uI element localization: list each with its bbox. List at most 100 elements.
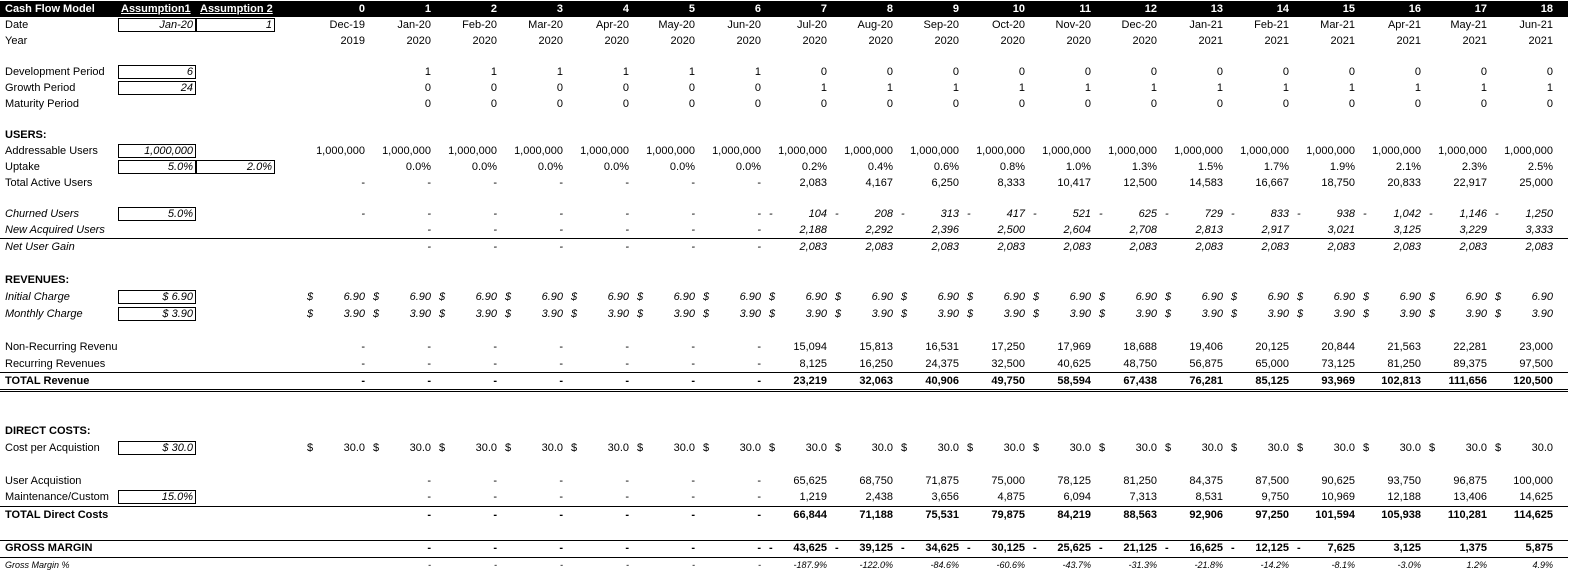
- value-cell: 84,375: [1189, 475, 1223, 487]
- value-cell: 111,656: [1448, 375, 1487, 387]
- value-cell: 66,844: [793, 509, 827, 521]
- value-cell: $ 6.90: [1231, 291, 1289, 303]
- value-cell: $ 6.90: [1363, 291, 1421, 303]
- value-cell: -: [493, 491, 497, 503]
- period-header: 0: [358, 3, 365, 15]
- value-cell: Mar-21: [1320, 19, 1355, 31]
- value-cell: 2,438: [865, 491, 893, 503]
- period-header: 10: [1012, 3, 1025, 15]
- value-cell: 0.0%: [669, 161, 695, 173]
- value-cell: 2019: [340, 35, 365, 47]
- value-cell: 88,563: [1123, 509, 1157, 521]
- value-cell: 1.3%: [1131, 161, 1157, 173]
- value-cell: 2,083: [1525, 241, 1553, 253]
- value-cell: -: [493, 208, 497, 220]
- value-cell: -: [559, 177, 563, 189]
- value-cell: 1,000,000: [316, 145, 365, 157]
- value-cell: 1,000,000: [1240, 145, 1289, 157]
- value-cell: 10,417: [1057, 177, 1091, 189]
- value-cell: 8,333: [997, 177, 1025, 189]
- value-cell: $ 30.0: [769, 442, 827, 454]
- divider: [0, 391, 1568, 392]
- value-cell: $ 30.0: [703, 442, 761, 454]
- value-cell: 3,229: [1459, 224, 1487, 236]
- value-cell: $ 3.90: [1231, 308, 1289, 320]
- value-cell: -14.2%: [1260, 560, 1289, 570]
- value-cell: -187.9%: [793, 560, 827, 570]
- row-label: Maintenance/Custom: [5, 491, 109, 503]
- period-header: 11: [1079, 3, 1091, 15]
- value-cell: 2.3%: [1461, 161, 1487, 173]
- value-cell: 1.5%: [1197, 161, 1223, 173]
- value-cell: 85,125: [1255, 375, 1289, 387]
- value-cell: 0.0%: [405, 161, 431, 173]
- value-cell: 2,813: [1195, 224, 1223, 236]
- value-cell: -: [691, 224, 695, 236]
- value-cell: 0: [1150, 98, 1157, 110]
- value-cell: 0: [1414, 66, 1421, 78]
- value-cell: -: [625, 224, 629, 236]
- value-cell: 0.0%: [537, 161, 563, 173]
- value-cell: 2,083: [1261, 241, 1289, 253]
- value-cell: 0: [688, 98, 695, 110]
- value-cell: 0: [1348, 66, 1355, 78]
- value-cell: 76,281: [1189, 375, 1223, 387]
- value-cell: 4,875: [997, 491, 1025, 503]
- assumption-input: $ 3.90: [118, 307, 196, 321]
- value-cell: 2.5%: [1527, 161, 1553, 173]
- value-cell: $ 6.90: [439, 291, 497, 303]
- value-cell: -: [427, 241, 431, 253]
- value-cell: 0: [1018, 66, 1025, 78]
- value-cell: - 16,625: [1165, 542, 1223, 554]
- value-cell: 58,594: [1057, 375, 1091, 387]
- value-cell: -: [559, 491, 563, 503]
- row-label: Churned Users: [5, 208, 79, 220]
- value-cell: 12,500: [1123, 177, 1157, 189]
- value-cell: 0: [820, 98, 827, 110]
- assumption-input: 24: [118, 81, 196, 95]
- value-cell: 2,083: [1195, 241, 1223, 253]
- value-cell: 2021: [1198, 35, 1223, 47]
- value-cell: 0: [952, 66, 959, 78]
- value-cell: - 208: [835, 208, 893, 220]
- value-cell: -: [757, 475, 761, 487]
- value-cell: 20,844: [1321, 341, 1355, 353]
- value-cell: -: [625, 491, 629, 503]
- value-cell: 1,219: [799, 491, 827, 503]
- value-cell: -: [559, 358, 563, 370]
- value-cell: 0: [622, 82, 629, 94]
- value-cell: Apr-21: [1387, 19, 1421, 31]
- value-cell: 114,625: [1513, 509, 1553, 521]
- value-cell: 96,875: [1453, 475, 1487, 487]
- value-cell: 0: [1546, 66, 1553, 78]
- value-cell: 56,875: [1189, 358, 1223, 370]
- value-cell: Nov-20: [1055, 19, 1091, 31]
- row-label: Addressable Users: [5, 145, 98, 157]
- row-label: Maturity Period: [5, 98, 79, 110]
- value-cell: $ 6.90: [835, 291, 893, 303]
- value-cell: -: [625, 341, 629, 353]
- value-cell: 15,813: [859, 341, 893, 353]
- value-cell: 1: [1150, 82, 1157, 94]
- value-cell: 84,219: [1057, 509, 1091, 521]
- value-cell: 0.6%: [933, 161, 959, 173]
- value-cell: $ 30.0: [1363, 442, 1421, 454]
- header-band: [0, 1, 1568, 17]
- value-cell: 0: [1216, 98, 1223, 110]
- value-cell: - 34,625: [901, 542, 959, 554]
- value-cell: $ 30.0: [1297, 442, 1355, 454]
- row-label: Gross Margin %: [5, 560, 70, 570]
- period-header: 1: [424, 3, 431, 15]
- value-cell: -: [427, 177, 431, 189]
- value-cell: 2020: [472, 35, 497, 47]
- value-cell: 1: [1084, 82, 1091, 94]
- value-cell: 2020: [1000, 35, 1025, 47]
- period-header: 16: [1408, 3, 1421, 15]
- period-header: 2: [490, 3, 497, 15]
- value-cell: 2,083: [1459, 241, 1487, 253]
- assumption-input: 1,000,000: [118, 144, 196, 158]
- value-cell: 0: [952, 98, 959, 110]
- value-cell: Apr-20: [595, 19, 629, 31]
- row-label: Growth Period: [5, 82, 76, 94]
- value-cell: 0: [556, 98, 563, 110]
